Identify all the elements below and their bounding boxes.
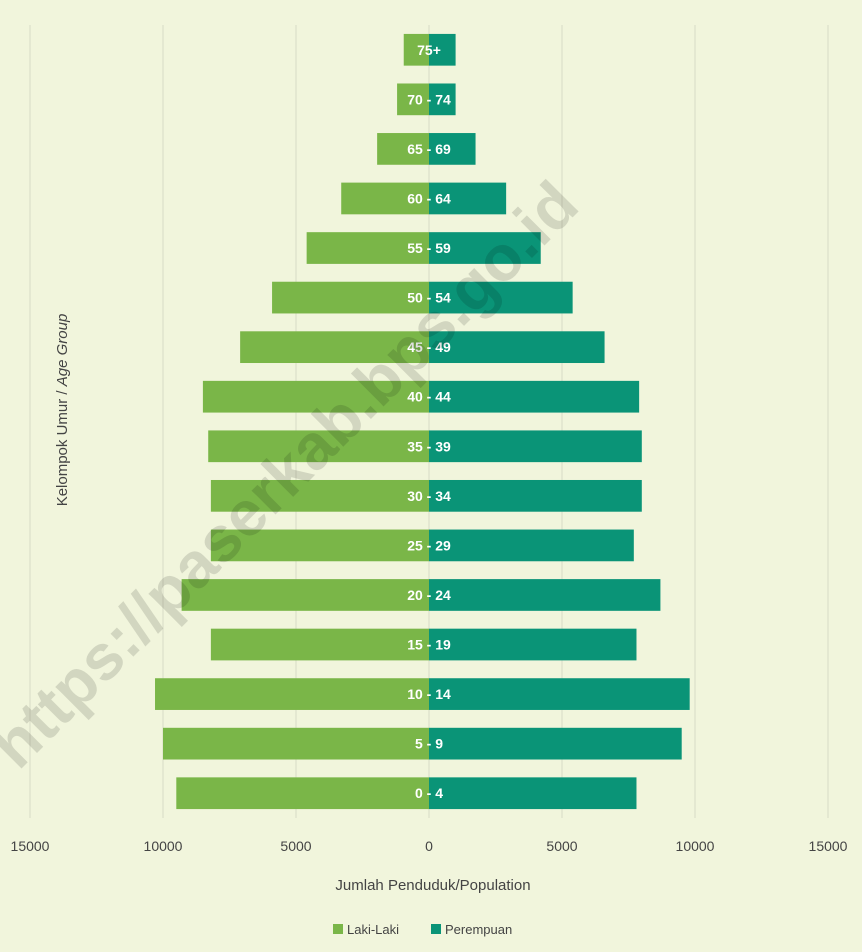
bar-laki-laki <box>377 133 429 165</box>
bar-perempuan <box>429 380 640 413</box>
bar-perempuan <box>429 331 605 364</box>
bar-perempuan <box>429 479 642 512</box>
age-group-labels: 0 - 4 5 - 9 10 - 14 15 - 19 20 - 24 25 - 29 30… <box>407 42 451 801</box>
age-group-label: 30 - 34 <box>407 488 451 504</box>
age-group-label: 45 - 49 <box>407 339 451 355</box>
bar-laki-laki <box>240 331 429 364</box>
age-group-label: 10 - 14 <box>407 686 451 702</box>
bar-perempuan <box>429 133 476 165</box>
age-group-label: 5 - 9 <box>415 736 443 752</box>
bar-laki-laki <box>181 579 429 611</box>
bar-perempuan <box>429 430 642 463</box>
bar-perempuan <box>429 281 573 314</box>
bar-laki-laki <box>202 380 429 413</box>
bar-laki-laki <box>210 628 429 661</box>
bar-perempuan <box>429 33 456 66</box>
bar-perempuan <box>429 182 507 215</box>
age-group-label: 25 - 29 <box>407 537 451 553</box>
age-group-label: 65 - 69 <box>407 141 451 157</box>
x-tick-label: 10000 <box>676 838 715 854</box>
x-axis-ticks: 15000 10000 5000 0 5000 10000 15000 <box>11 838 848 854</box>
bar-laki-laki <box>341 182 429 215</box>
bar-perempuan <box>429 579 661 611</box>
bar-perempuan <box>429 232 541 264</box>
x-tick-label: 15000 <box>11 838 50 854</box>
x-tick-label: 0 <box>425 838 433 854</box>
legend: Laki-Laki Perempuan <box>333 922 512 937</box>
bar-perempuan <box>429 628 637 661</box>
legend-swatch-laki-laki <box>333 924 343 934</box>
age-group-label: 75+ <box>417 42 441 58</box>
x-axis-title: Jumlah Penduduk/Population <box>335 877 530 894</box>
bar-perempuan <box>429 777 637 810</box>
x-tick-label: 5000 <box>546 838 577 854</box>
age-group-label: 35 - 39 <box>407 438 451 454</box>
bar-laki-laki <box>210 529 429 562</box>
bar-perempuan <box>429 529 634 562</box>
bars <box>155 33 690 810</box>
bar-laki-laki <box>163 727 429 760</box>
bar-perempuan <box>429 83 456 116</box>
age-group-label: 60 - 64 <box>407 190 451 206</box>
legend-swatch-perempuan <box>431 924 441 934</box>
y-axis-title-normal: Kelompok Umur / <box>54 386 71 506</box>
legend-label-perempuan: Perempuan <box>445 922 512 937</box>
x-tick-label: 5000 <box>280 838 311 854</box>
bar-laki-laki <box>397 83 429 116</box>
age-group-label: 55 - 59 <box>407 240 451 256</box>
legend-label-laki-laki: Laki-Laki <box>347 922 399 937</box>
age-group-label: 70 - 74 <box>407 91 451 107</box>
y-axis-title-italic: Age Group <box>54 314 71 388</box>
y-axis-title: Kelompok Umur / Age Group <box>54 314 71 507</box>
bar-laki-laki <box>155 678 429 710</box>
bar-laki-laki <box>208 430 429 463</box>
x-tick-label: 15000 <box>809 838 848 854</box>
age-group-label: 50 - 54 <box>407 290 451 306</box>
age-group-label: 15 - 19 <box>407 637 451 653</box>
bar-laki-laki <box>210 479 429 512</box>
bar-laki-laki <box>272 281 429 314</box>
bar-laki-laki <box>306 232 429 264</box>
bar-laki-laki <box>403 33 429 66</box>
age-group-label: 0 - 4 <box>415 785 443 801</box>
x-tick-label: 10000 <box>144 838 183 854</box>
bar-laki-laki <box>176 777 429 810</box>
bar-perempuan <box>429 727 682 760</box>
age-group-label: 40 - 44 <box>407 389 451 405</box>
bar-perempuan <box>429 678 690 710</box>
age-group-label: 20 - 24 <box>407 587 451 603</box>
